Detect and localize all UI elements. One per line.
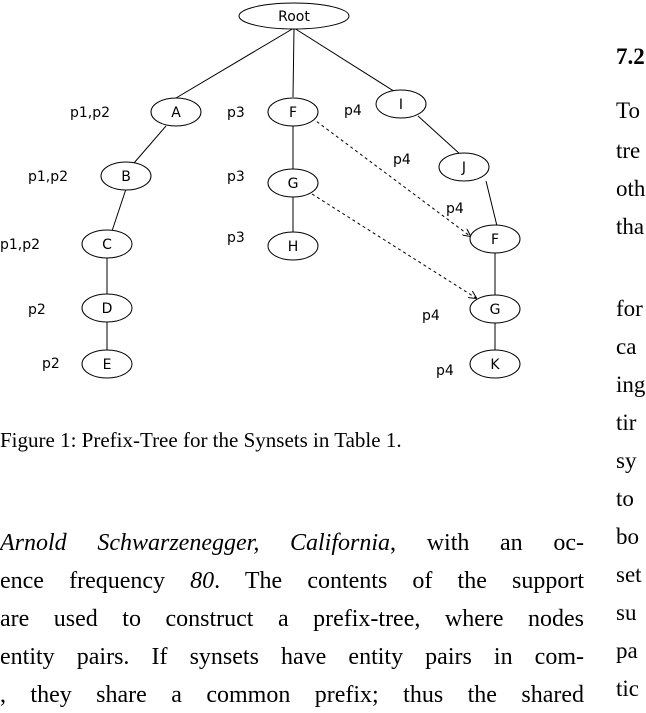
node-d-label: D [102,301,113,317]
node-g1 [267,168,319,198]
right-line: tha [616,214,645,239]
plabel-j: p4 [393,152,411,168]
edge-j-f2 [485,180,498,227]
node-f2 [469,224,521,254]
right-line: ing [616,372,646,397]
node-e-label: E [103,357,112,373]
plabel-g2: p4 [422,308,440,324]
node-i-label: I [399,97,403,113]
right-line: ca [616,334,637,359]
body-line-2: ence frequency 80. The contents of the s… [0,568,584,595]
plabel-e: p2 [42,356,60,372]
node-g2-label: G [490,302,501,318]
edge-root-f [292,27,295,98]
edge-a-b [133,125,167,164]
node-b-label: B [121,169,131,185]
edge-b-c [111,188,127,232]
node-d [81,293,133,323]
node-g2 [469,294,521,324]
right-line: sy [616,448,637,473]
plabel-b: p1,p2 [28,169,68,185]
node-j [438,152,490,182]
right-line: set [616,562,642,587]
node-b [100,161,152,191]
right-line: pa [616,638,638,663]
body-line-1-text: , with an oc- [390,530,584,556]
body-line-4: entity pairs. If synsets have entity pai… [0,644,584,670]
edge-root-i [293,27,401,96]
plabel-a: p1,p2 [70,105,110,121]
node-c-label: C [102,237,112,253]
body-line-2-text: ence frequency [0,568,191,594]
body-line-5: , they share a common prefix; thus the s… [0,682,584,708]
node-k-label: K [490,357,500,373]
plabel-k: p4 [436,363,454,379]
node-a [150,97,202,127]
right-line: to [616,486,634,511]
right-line: To [616,98,640,123]
right-line: su [616,600,637,625]
node-root-label: Root [278,9,310,25]
node-e [81,349,133,379]
body-line-2-rest: . The contents of the support [214,568,585,594]
node-g1-label: G [288,176,299,192]
figure-caption: Figure 1: Prefix-Tree for the Synsets in… [0,428,402,452]
body-line-3: are used to construct a prefix-tree, whe… [0,606,584,632]
edge-i-j [417,115,462,156]
node-root [238,2,350,30]
link-g-to-g2 [311,193,476,298]
right-line: tir [616,410,637,435]
node-f1-label: F [289,105,297,121]
node-f2-label: F [491,232,499,248]
edge-root-a [175,27,295,99]
right-line: for [616,296,643,321]
plabel-h: p3 [227,230,245,246]
body-line-1-italic: Arnold Schwarzenegger, California [0,530,391,556]
node-k [469,349,521,379]
plabel-f2: p4 [446,201,464,217]
link-f-to-f2 [311,117,470,236]
right-line: bo [616,524,639,549]
plabel-g1: p3 [227,169,245,185]
body-line-2-italic: 80 [190,568,215,594]
node-c [81,229,133,259]
node-h-label: H [288,239,299,255]
right-line: tic [616,676,639,701]
node-i [375,89,427,119]
plabel-f1: p3 [227,105,245,121]
plabel-d: p2 [28,302,46,318]
right-line: oth [616,176,646,201]
node-f1 [267,97,319,127]
section-heading: 7.2 [616,44,645,69]
body-line-1: Arnold Schwarzenegger, California, with … [0,530,584,557]
right-line: tre [616,138,641,163]
node-a-label: A [171,105,181,121]
plabel-i: p4 [344,103,362,119]
plabel-c: p1,p2 [0,237,40,253]
node-h [267,231,319,261]
node-j-label: J [461,160,466,176]
